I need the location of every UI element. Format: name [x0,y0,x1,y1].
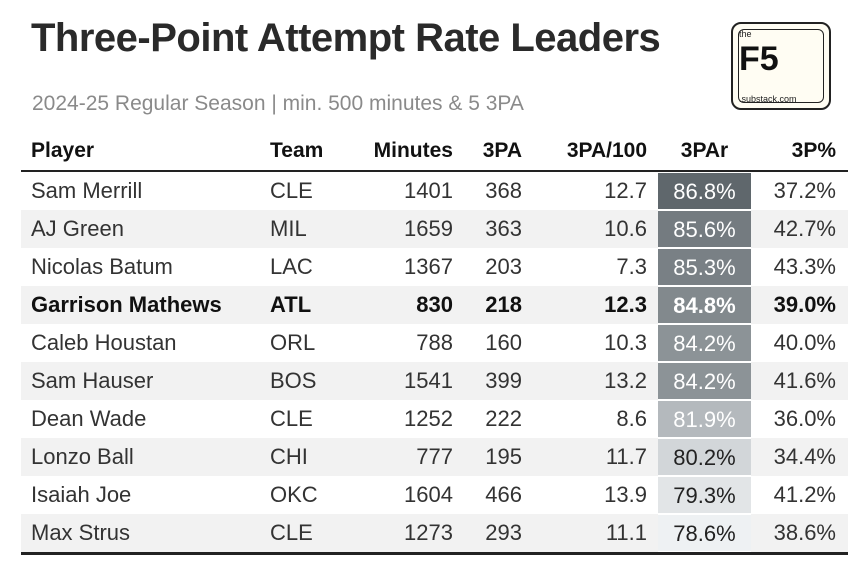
team-cell: MIL [270,216,307,241]
3pa-cell: 203 [485,254,522,279]
team-cell: ATL [270,292,312,317]
team-cell: CLE [270,178,313,203]
3pa-per-100-cell: 13.9 [604,482,647,507]
player-cell: Isaiah Joe [31,482,132,507]
3par-cell: 84.2% [658,362,751,400]
3par-cell: 81.9% [658,400,751,438]
3pa-per-100-cell: 12.7 [604,178,647,203]
table-row: AJ Green MIL 1659 363 10.6 85.6% 42.7% [21,210,848,248]
header-divider [21,170,848,172]
minutes-cell: 1604 [404,482,453,507]
minutes-cell: 1252 [404,406,453,431]
minutes-cell: 1659 [404,216,453,241]
header-3par: 3PAr [680,139,729,162]
3pa-cell: 218 [485,292,522,317]
3par-cell: 78.6% [658,514,751,552]
player-cell: Sam Hauser [31,368,154,393]
table-row: Nicolas Batum LAC 1367 203 7.3 85.3% 43.3% [21,248,848,286]
table-row: Caleb Houstan ORL 788 160 10.3 84.2% 40.0% [21,324,848,362]
3par-cell: 86.8% [658,172,751,210]
player-cell: Caleb Houstan [31,330,177,355]
3p-pct-cell: 40.0% [773,330,836,355]
3p-pct-cell: 36.0% [773,406,836,431]
minutes-cell: 830 [416,292,453,317]
table-row: Dean Wade CLE 1252 222 8.6 81.9% 36.0% [21,400,848,438]
table-row: Isaiah Joe OKC 1604 466 13.9 79.3% 41.2% [21,476,848,514]
3par-cell: 84.2% [658,324,751,362]
table-header: Player Team Minutes 3PA 3PA/100 3PAr 3P% [21,132,848,170]
team-cell: CHI [270,444,308,469]
team-cell: LAC [270,254,313,279]
f5-logo: the F5 .substack.com [731,22,831,110]
chart-subtitle: 2024-25 Regular Season | min. 500 minute… [32,92,524,115]
player-cell: Lonzo Ball [31,444,134,469]
3p-pct-cell: 42.7% [773,216,836,241]
3pa-cell: 466 [485,482,522,507]
player-cell: AJ Green [31,216,124,241]
team-cell: CLE [270,520,313,545]
3pa-cell: 222 [485,406,522,431]
minutes-cell: 777 [416,444,453,469]
3pa-per-100-cell: 10.6 [604,216,647,241]
player-cell: Dean Wade [31,406,147,431]
3pa-per-100-cell: 10.3 [604,330,647,355]
3par-cell: 84.8% [658,286,751,324]
player-cell: Sam Merrill [31,178,143,203]
team-cell: ORL [270,330,316,355]
3p-pct-cell: 37.2% [773,178,836,203]
3pa-per-100-cell: 11.7 [605,444,647,469]
header-3pa: 3PA [482,139,522,162]
3p-pct-cell: 38.6% [773,520,836,545]
3pa-cell: 195 [485,444,522,469]
logo-f5: F5 [739,40,779,78]
3p-pct-cell: 41.6% [773,368,836,393]
3p-pct-cell: 34.4% [773,444,836,469]
3p-pct-cell: 41.2% [773,482,836,507]
3p-pct-cell: 39.0% [773,292,836,317]
player-cell: Garrison Mathews [31,292,222,317]
player-cell: Nicolas Batum [31,254,173,279]
team-cell: BOS [270,368,317,393]
team-cell: CLE [270,406,313,431]
3par-cell: 80.2% [658,438,751,476]
3pa-per-100-cell: 11.1 [605,520,647,545]
header-3pa-per-100: 3PA/100 [566,139,647,162]
player-cell: Max Strus [31,520,131,545]
logo-substack: .substack.com [739,94,797,104]
minutes-cell: 1367 [404,254,453,279]
logo-frame [738,29,824,103]
chart-title: Three-Point Attempt Rate Leaders [31,16,661,60]
minutes-cell: 1273 [404,520,453,545]
3pa-cell: 363 [485,216,522,241]
3pa-cell: 368 [485,178,522,203]
3par-cell: 85.3% [658,248,751,286]
minutes-cell: 1541 [404,368,453,393]
3pa-cell: 160 [485,330,522,355]
table-row: Garrison Mathews ATL 830 218 12.3 84.8% 39.0% [21,286,848,324]
header-team: Team [270,139,324,162]
3pa-per-100-cell: 8.6 [616,406,647,431]
3pa-cell: 399 [485,368,522,393]
header-player: Player [31,139,95,162]
3pa-per-100-cell: 12.3 [604,292,647,317]
logo-the: the [739,29,752,39]
table-row: Sam Hauser BOS 1541 399 13.2 84.2% 41.6% [21,362,848,400]
table-row: Max Strus CLE 1273 293 11.1 78.6% 38.6% [21,514,848,552]
3pa-per-100-cell: 13.2 [604,368,647,393]
3par-cell: 79.3% [658,476,751,514]
table-row: Lonzo Ball CHI 777 195 11.7 80.2% 34.4% [21,438,848,476]
header-3p-pct: 3P% [791,139,836,162]
minutes-cell: 788 [416,330,453,355]
table-row: Sam Merrill CLE 1401 368 12.7 86.8% 37.2% [21,172,848,210]
3pa-per-100-cell: 7.3 [616,254,647,279]
team-cell: OKC [270,482,318,507]
3par-cell: 85.6% [658,210,751,248]
3pa-cell: 293 [485,520,522,545]
3p-pct-cell: 43.3% [773,254,836,279]
minutes-cell: 1401 [404,178,453,203]
table-bottom-rule [21,552,848,555]
header-minutes: Minutes [373,139,453,162]
